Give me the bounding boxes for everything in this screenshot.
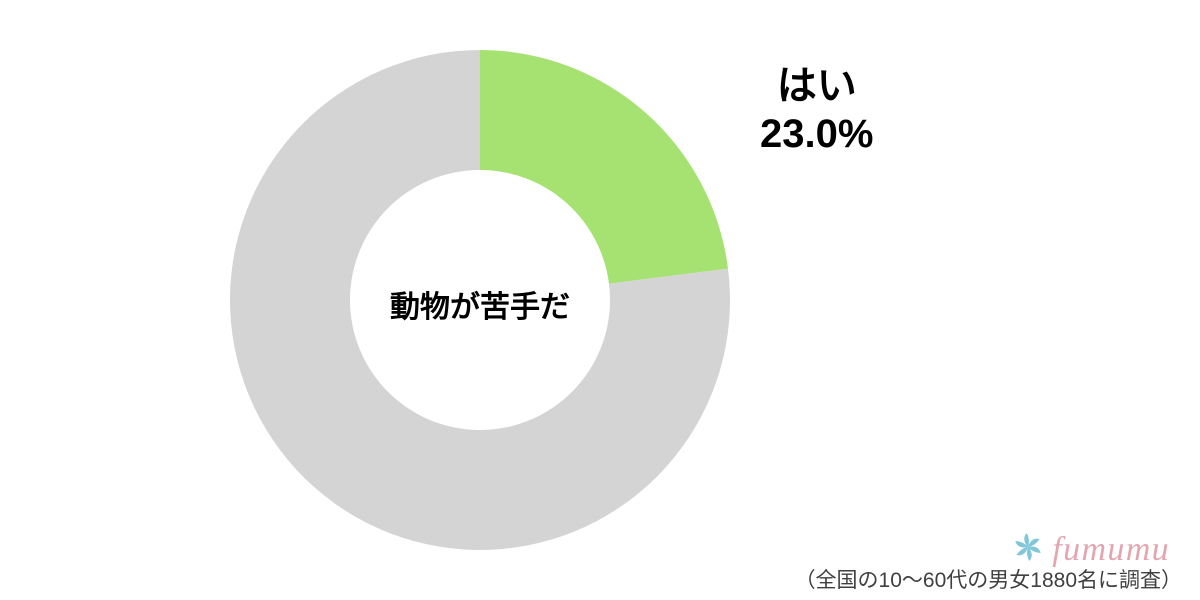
- slice-label-value: 23.0%: [760, 110, 873, 158]
- slice-label-text: はい: [760, 62, 873, 110]
- chart-center-label: 動物が苦手だ: [350, 282, 610, 326]
- brand-text: fumumu: [1052, 531, 1170, 569]
- survey-note: （全国の10〜60代の男女1880名に調査）: [795, 564, 1182, 594]
- chart-stage: 動物が苦手だ はい 23.0% fumumu （全国の10〜60代の男女1880…: [0, 0, 1200, 600]
- slice-label-yes: はい 23.0%: [760, 62, 873, 158]
